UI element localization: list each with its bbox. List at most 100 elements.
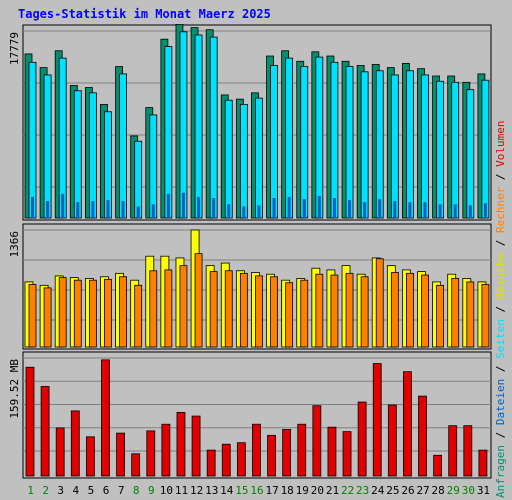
legend-item: Besuche [494,253,507,299]
bar-volumen [116,432,125,477]
bar-rechner [285,282,294,348]
bar-rechner [104,278,112,348]
panels-layer: 17779 1366 159.52 MB [8,24,492,479]
bar-rechner [360,276,369,348]
bar-volumen [70,410,80,477]
day-label: 10 [160,484,173,497]
bar-rechner [239,272,248,348]
legend-item: / [494,425,507,445]
legend-item: Seiten [494,319,507,359]
legend-item: / [494,359,507,379]
day-label: 4 [73,484,80,497]
bar-volumen [85,436,95,477]
day-label: 8 [133,484,140,497]
day-label: 28 [432,484,445,497]
bar-dateien [179,31,188,219]
bar-rechner [436,284,445,348]
bar-dateien [330,61,339,219]
day-label: 24 [371,484,385,497]
bar-volumen [312,405,322,477]
bar-dateien [28,61,37,219]
panel-max-label: 159.52 MB [8,359,21,419]
bar-seiten [393,201,397,218]
bar-dateien [436,80,445,219]
panel-middle: 1366 [8,223,492,350]
bar-volumen [161,423,171,477]
day-label: 1 [27,484,34,497]
day-label: 19 [296,484,309,497]
day-label: 13 [205,484,218,497]
bar-volumen [297,423,307,477]
bar-dateien [164,46,173,219]
bar-rechner [451,278,460,348]
bar-dateien [406,70,414,219]
day-labels: 1 2 3 4 5 6 7 8 9 10 11 12 13 14 15 16 17 18 19 20 21 22 23 24 2… [27,484,490,497]
day-label: 16 [250,484,263,497]
legend-item: Anfragen [494,445,507,498]
legend-item: / [494,299,507,319]
bar-dateien [481,79,490,219]
bar-seiten [332,198,336,218]
bar-dateien [73,90,82,219]
bar-volumen [146,430,156,477]
day-label: 5 [88,484,95,497]
day-label: 23 [356,484,369,497]
bar-seiten [136,206,140,218]
bar-dateien [270,65,278,219]
bar-dateien [466,89,475,219]
bar-seiten [272,198,276,218]
bar-seiten [302,199,306,218]
bar-volumen [418,395,427,477]
bar-dateien [149,114,158,219]
bar-volumen [478,449,488,477]
bar-dateien [255,97,263,219]
panel-max-label: 1366 [8,231,21,258]
bar-volumen [403,371,412,477]
day-label: 2 [42,484,49,497]
bar-rechner [406,272,414,348]
bar-rechner [466,281,475,348]
day-label: 26 [401,484,414,497]
bar-dateien [390,74,399,219]
bar-seiten [363,202,367,218]
bar-seiten [212,198,216,218]
bar-rechner [164,269,173,348]
bar-rechner [300,279,309,348]
bar-volumen [327,426,337,477]
bar-seiten [317,195,321,218]
bar-volumen [387,404,397,477]
bar-seiten [483,203,487,218]
bar-rechner [255,275,263,348]
bar-seiten [166,193,170,218]
day-label: 15 [235,484,248,497]
bar-seiten [197,196,201,218]
day-label: 12 [190,484,203,497]
day-label: 30 [462,484,475,497]
bar-seiten [46,201,50,218]
legend-item: Dateien [494,379,507,425]
bar-dateien [239,104,248,219]
bar-seiten [348,200,352,218]
bar-seiten [121,201,125,218]
day-label: 25 [386,484,399,497]
bar-rechner [345,272,354,348]
bar-seiten [76,202,80,218]
bar-dateien [345,66,354,219]
day-label: 9 [148,484,155,497]
day-label: 7 [118,484,125,497]
day-label: 18 [281,484,294,497]
bar-rechner [481,284,490,348]
bar-seiten [31,196,34,218]
bar-rechner [88,279,97,348]
bar-dateien [43,74,52,219]
bar-seiten [91,201,95,218]
bar-rechner [43,287,52,348]
day-label: 29 [447,484,460,497]
bar-rechner [134,284,143,348]
bar-volumen [342,431,352,477]
bar-dateien [315,56,324,219]
bar-rechner [315,273,324,348]
bar-dateien [285,57,294,219]
panel-top: 17779 [8,24,492,221]
